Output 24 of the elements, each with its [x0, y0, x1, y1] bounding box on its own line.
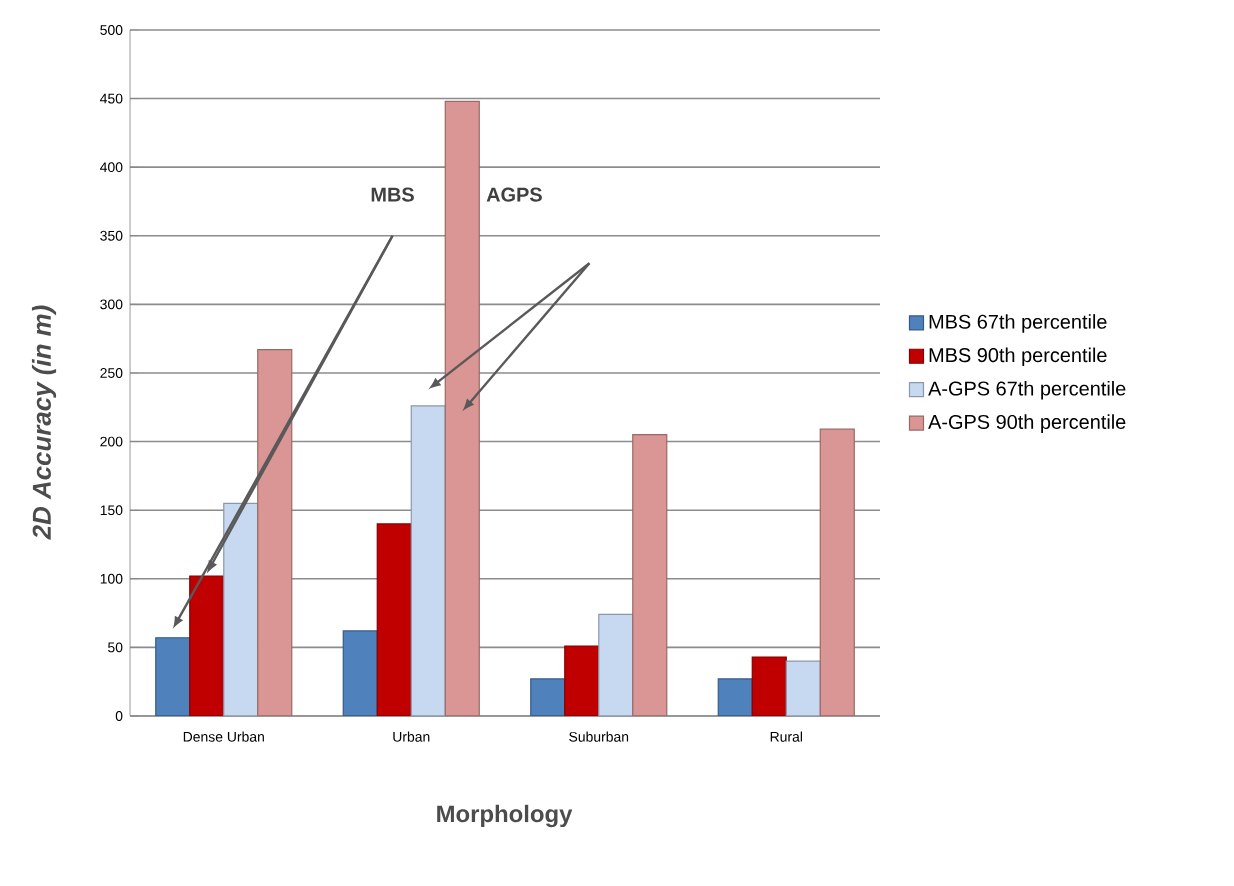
bar [189, 575, 225, 716]
bar [751, 656, 787, 716]
bar [376, 523, 412, 716]
bar [632, 434, 668, 716]
bar [785, 660, 821, 716]
bar [257, 349, 293, 716]
bar [444, 100, 480, 716]
annotation: MBS [371, 187, 414, 202]
bar [342, 630, 378, 716]
legend-label: A-GPS 67th percentile [928, 380, 1126, 400]
y-axis-title: 2D Accuracy (in m) [31, 305, 57, 540]
legend-label: A-GPS 90th percentile [928, 414, 1126, 433]
bar [530, 678, 566, 716]
x-axis-title: Morphology [437, 804, 573, 828]
bar [155, 637, 191, 716]
legend-label: MBS 90th percentile [929, 347, 1107, 367]
annotation: AGPS [486, 187, 542, 202]
bar [598, 613, 634, 716]
bar [717, 678, 753, 716]
bar [410, 405, 446, 716]
bar [819, 428, 855, 716]
legend-label: MBS 67th percentile [929, 314, 1107, 333]
bar [223, 502, 259, 716]
bar [564, 645, 600, 716]
